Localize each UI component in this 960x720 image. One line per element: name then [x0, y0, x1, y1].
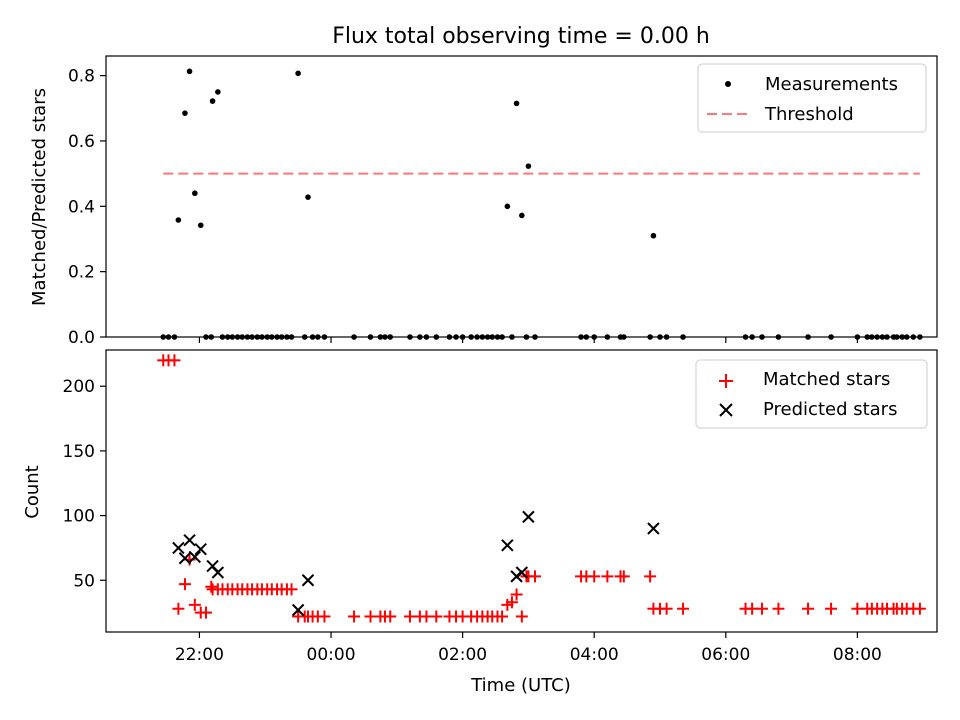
- measurement-points: [160, 68, 923, 340]
- matched-star-point: [178, 578, 191, 591]
- matched-star-point: [505, 596, 518, 609]
- predicted-star-point: [522, 510, 535, 524]
- measurement-point: [504, 203, 511, 210]
- predicted-star-point: [515, 566, 529, 579]
- matched-star-point: [496, 610, 509, 623]
- legend-matched-label: Matched stars: [763, 369, 890, 390]
- bottom-y-tick-label: 200: [63, 377, 95, 397]
- top-y-axis-label: Matched/Predicted stars: [29, 88, 50, 306]
- top-y-tick-label: 0.0: [68, 328, 95, 348]
- bottom-panel: Count 50 100 150 200 22:00 00:00 02:00 04:00 06…: [22, 349, 938, 696]
- measurement-point: [295, 70, 301, 77]
- top-legend-box: [697, 63, 927, 133]
- top-y-tick-label: 0.4: [68, 197, 95, 217]
- predicted-star-point: [211, 566, 225, 579]
- matched-star-point: [802, 602, 815, 615]
- bottom-x-ticks: 22:00 00:00 02:00 04:00 06:00 08:00: [175, 632, 882, 665]
- x-tick-label: 08:00: [833, 645, 882, 665]
- measurement-point: [175, 217, 182, 223]
- measurement-point: [182, 110, 188, 116]
- x-tick-label: 02:00: [438, 645, 487, 665]
- predicted-star-point: [501, 539, 514, 552]
- matched-star-point: [660, 602, 673, 615]
- matched-star-point: [825, 602, 838, 615]
- matched-star-point: [188, 598, 201, 611]
- predicted-star-point: [183, 533, 196, 547]
- predicted-star-point: [291, 603, 305, 617]
- matched-star-point: [588, 570, 601, 583]
- x-tick-label: 00:00: [307, 645, 356, 665]
- bottom-y-tick-label: 100: [63, 507, 95, 527]
- x-tick-label: 22:00: [175, 645, 224, 665]
- bottom-y-ticks: 50 100 150 200: [63, 377, 106, 591]
- predicted-star-point: [188, 550, 202, 564]
- matched-star-point: [318, 610, 331, 623]
- bottom-legend: Matched stars Predicted stars: [695, 359, 928, 429]
- bottom-plot-frame: [105, 349, 938, 633]
- predicted-stars-points: [172, 510, 660, 617]
- legend-measurements-marker: [725, 81, 731, 87]
- matched-star-point: [200, 606, 213, 619]
- legend-matched-marker: [719, 374, 733, 388]
- predicted-star-point: [178, 552, 192, 565]
- matched-star-point: [285, 583, 298, 596]
- measurement-point: [192, 190, 198, 197]
- top-y-tick-label: 0.6: [68, 132, 95, 152]
- top-plot-frame: [105, 55, 938, 338]
- bottom-legend-box: [695, 359, 928, 429]
- bottom-y-tick-label: 150: [63, 442, 95, 462]
- legend-predicted-marker: [719, 403, 733, 417]
- x-tick-label: 04:00: [570, 645, 619, 665]
- legend-measurements-label: Measurements: [765, 74, 898, 95]
- matched-star-point: [205, 580, 218, 593]
- matched-star-point: [677, 602, 690, 615]
- bottom-y-axis-label: Count: [22, 465, 43, 518]
- top-y-tick-label: 0.2: [68, 263, 95, 283]
- top-legend: Measurements Threshold: [697, 63, 927, 133]
- bottom-y-tick-label: 50: [73, 571, 95, 591]
- matched-star-point: [430, 610, 443, 623]
- top-panel: Matched/Predicted stars 0.00.20.40.60.8 …: [29, 55, 938, 348]
- top-y-ticks: 0.0 0.2 0.4 0.6 0.8: [68, 67, 106, 348]
- matched-star-point: [348, 610, 361, 623]
- measurement-point: [186, 68, 193, 75]
- matched-star-point: [644, 570, 657, 583]
- matched-star-point: [515, 610, 528, 623]
- predicted-star-point: [194, 543, 207, 556]
- matched-star-point: [528, 570, 541, 583]
- predicted-star-point: [301, 574, 315, 587]
- measurement-point: [525, 163, 532, 169]
- measurement-point: [197, 222, 204, 229]
- matched-star-point: [601, 570, 614, 583]
- measurement-point: [305, 194, 311, 200]
- measurement-point: [209, 98, 216, 104]
- matched-stars-points: [157, 354, 926, 623]
- matched-star-point: [168, 354, 181, 367]
- matched-star-point: [510, 588, 523, 601]
- x-tick-label: 06:00: [701, 645, 750, 665]
- predicted-star-point: [647, 522, 660, 535]
- top-y-tick-label: 0.8: [68, 67, 95, 87]
- matched-star-point: [772, 602, 785, 615]
- legend-threshold-label: Threshold: [764, 104, 854, 125]
- matched-star-point: [384, 610, 397, 623]
- matched-star-point: [913, 602, 926, 615]
- measurement-point: [215, 89, 221, 95]
- matched-star-point: [617, 570, 630, 583]
- measurement-point: [519, 212, 525, 219]
- matched-star-point: [172, 602, 185, 615]
- predicted-star-point: [172, 541, 185, 555]
- measurement-point: [650, 232, 657, 239]
- x-axis-label: Time (UTC): [470, 675, 571, 696]
- figure-title: Flux total observing time = 0.00 h: [332, 24, 710, 49]
- legend-predicted-label: Predicted stars: [763, 399, 897, 420]
- measurement-point: [513, 100, 520, 107]
- matched-star-point: [755, 602, 768, 615]
